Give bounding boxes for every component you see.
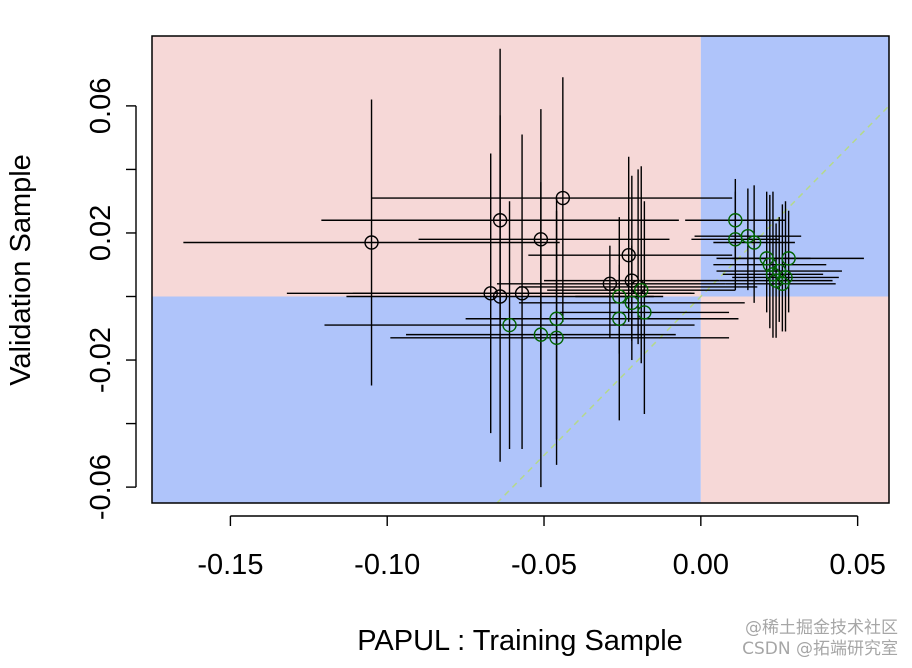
x-tick-label: -0.05 bbox=[511, 549, 577, 581]
data-point bbox=[602, 276, 618, 291]
reference-line bbox=[496, 105, 890, 504]
x-axis-title: PAPUL : Training Sample bbox=[357, 625, 683, 657]
data-point bbox=[492, 213, 508, 228]
data-point bbox=[483, 286, 498, 301]
data-point bbox=[624, 295, 640, 311]
data-point bbox=[630, 279, 646, 295]
data-point bbox=[549, 311, 564, 326]
data-point bbox=[612, 289, 627, 304]
quadrant-bottom-right bbox=[700, 296, 889, 503]
data-point bbox=[364, 235, 379, 250]
data-point bbox=[533, 327, 549, 342]
y-tick-label: -0.06 bbox=[85, 454, 117, 520]
quadrant-backgrounds bbox=[152, 36, 889, 503]
quadrant-bottom-left bbox=[152, 296, 701, 503]
y-tick-label: 0.02 bbox=[85, 205, 117, 261]
x-tick-label: 0.05 bbox=[829, 549, 885, 581]
x-tick-label: -0.10 bbox=[354, 549, 420, 581]
y-tick-label: -0.02 bbox=[85, 327, 117, 393]
data-point bbox=[781, 251, 796, 266]
x-tick-label: 0.00 bbox=[673, 549, 729, 581]
data-point bbox=[634, 282, 649, 298]
x-tick-label: -0.15 bbox=[197, 549, 263, 581]
data-point bbox=[621, 248, 636, 263]
axes-layer: -0.15 -0.10 -0.05 0.00 0.05 -0.06 -0.02 0.02 0.0… bbox=[85, 78, 886, 581]
data-point bbox=[746, 235, 762, 250]
watermark-line-1: @稀土掘金技术社区 bbox=[745, 618, 898, 638]
points-layer bbox=[364, 190, 796, 346]
data-point bbox=[514, 286, 530, 301]
data-point bbox=[728, 232, 743, 247]
watermark: @稀土掘金技术社区 CSDN @拓端研究室 bbox=[742, 618, 898, 660]
data-point bbox=[612, 311, 627, 326]
watermark-line-2: CSDN @拓端研究室 bbox=[742, 639, 898, 659]
data-point bbox=[555, 190, 571, 206]
data-point bbox=[775, 276, 790, 291]
plot-frame bbox=[151, 35, 890, 504]
y-axis-title: Validation Sample bbox=[5, 154, 37, 386]
quadrant-top-left bbox=[152, 36, 701, 297]
data-point bbox=[533, 232, 549, 247]
reference-line-layer bbox=[496, 105, 890, 504]
data-point bbox=[502, 317, 517, 333]
data-point bbox=[492, 289, 508, 304]
data-point bbox=[728, 213, 743, 228]
data-point bbox=[549, 330, 564, 346]
data-point bbox=[637, 305, 652, 320]
y-tick-label: 0.06 bbox=[85, 78, 117, 134]
quadrant-top-right bbox=[700, 36, 889, 297]
